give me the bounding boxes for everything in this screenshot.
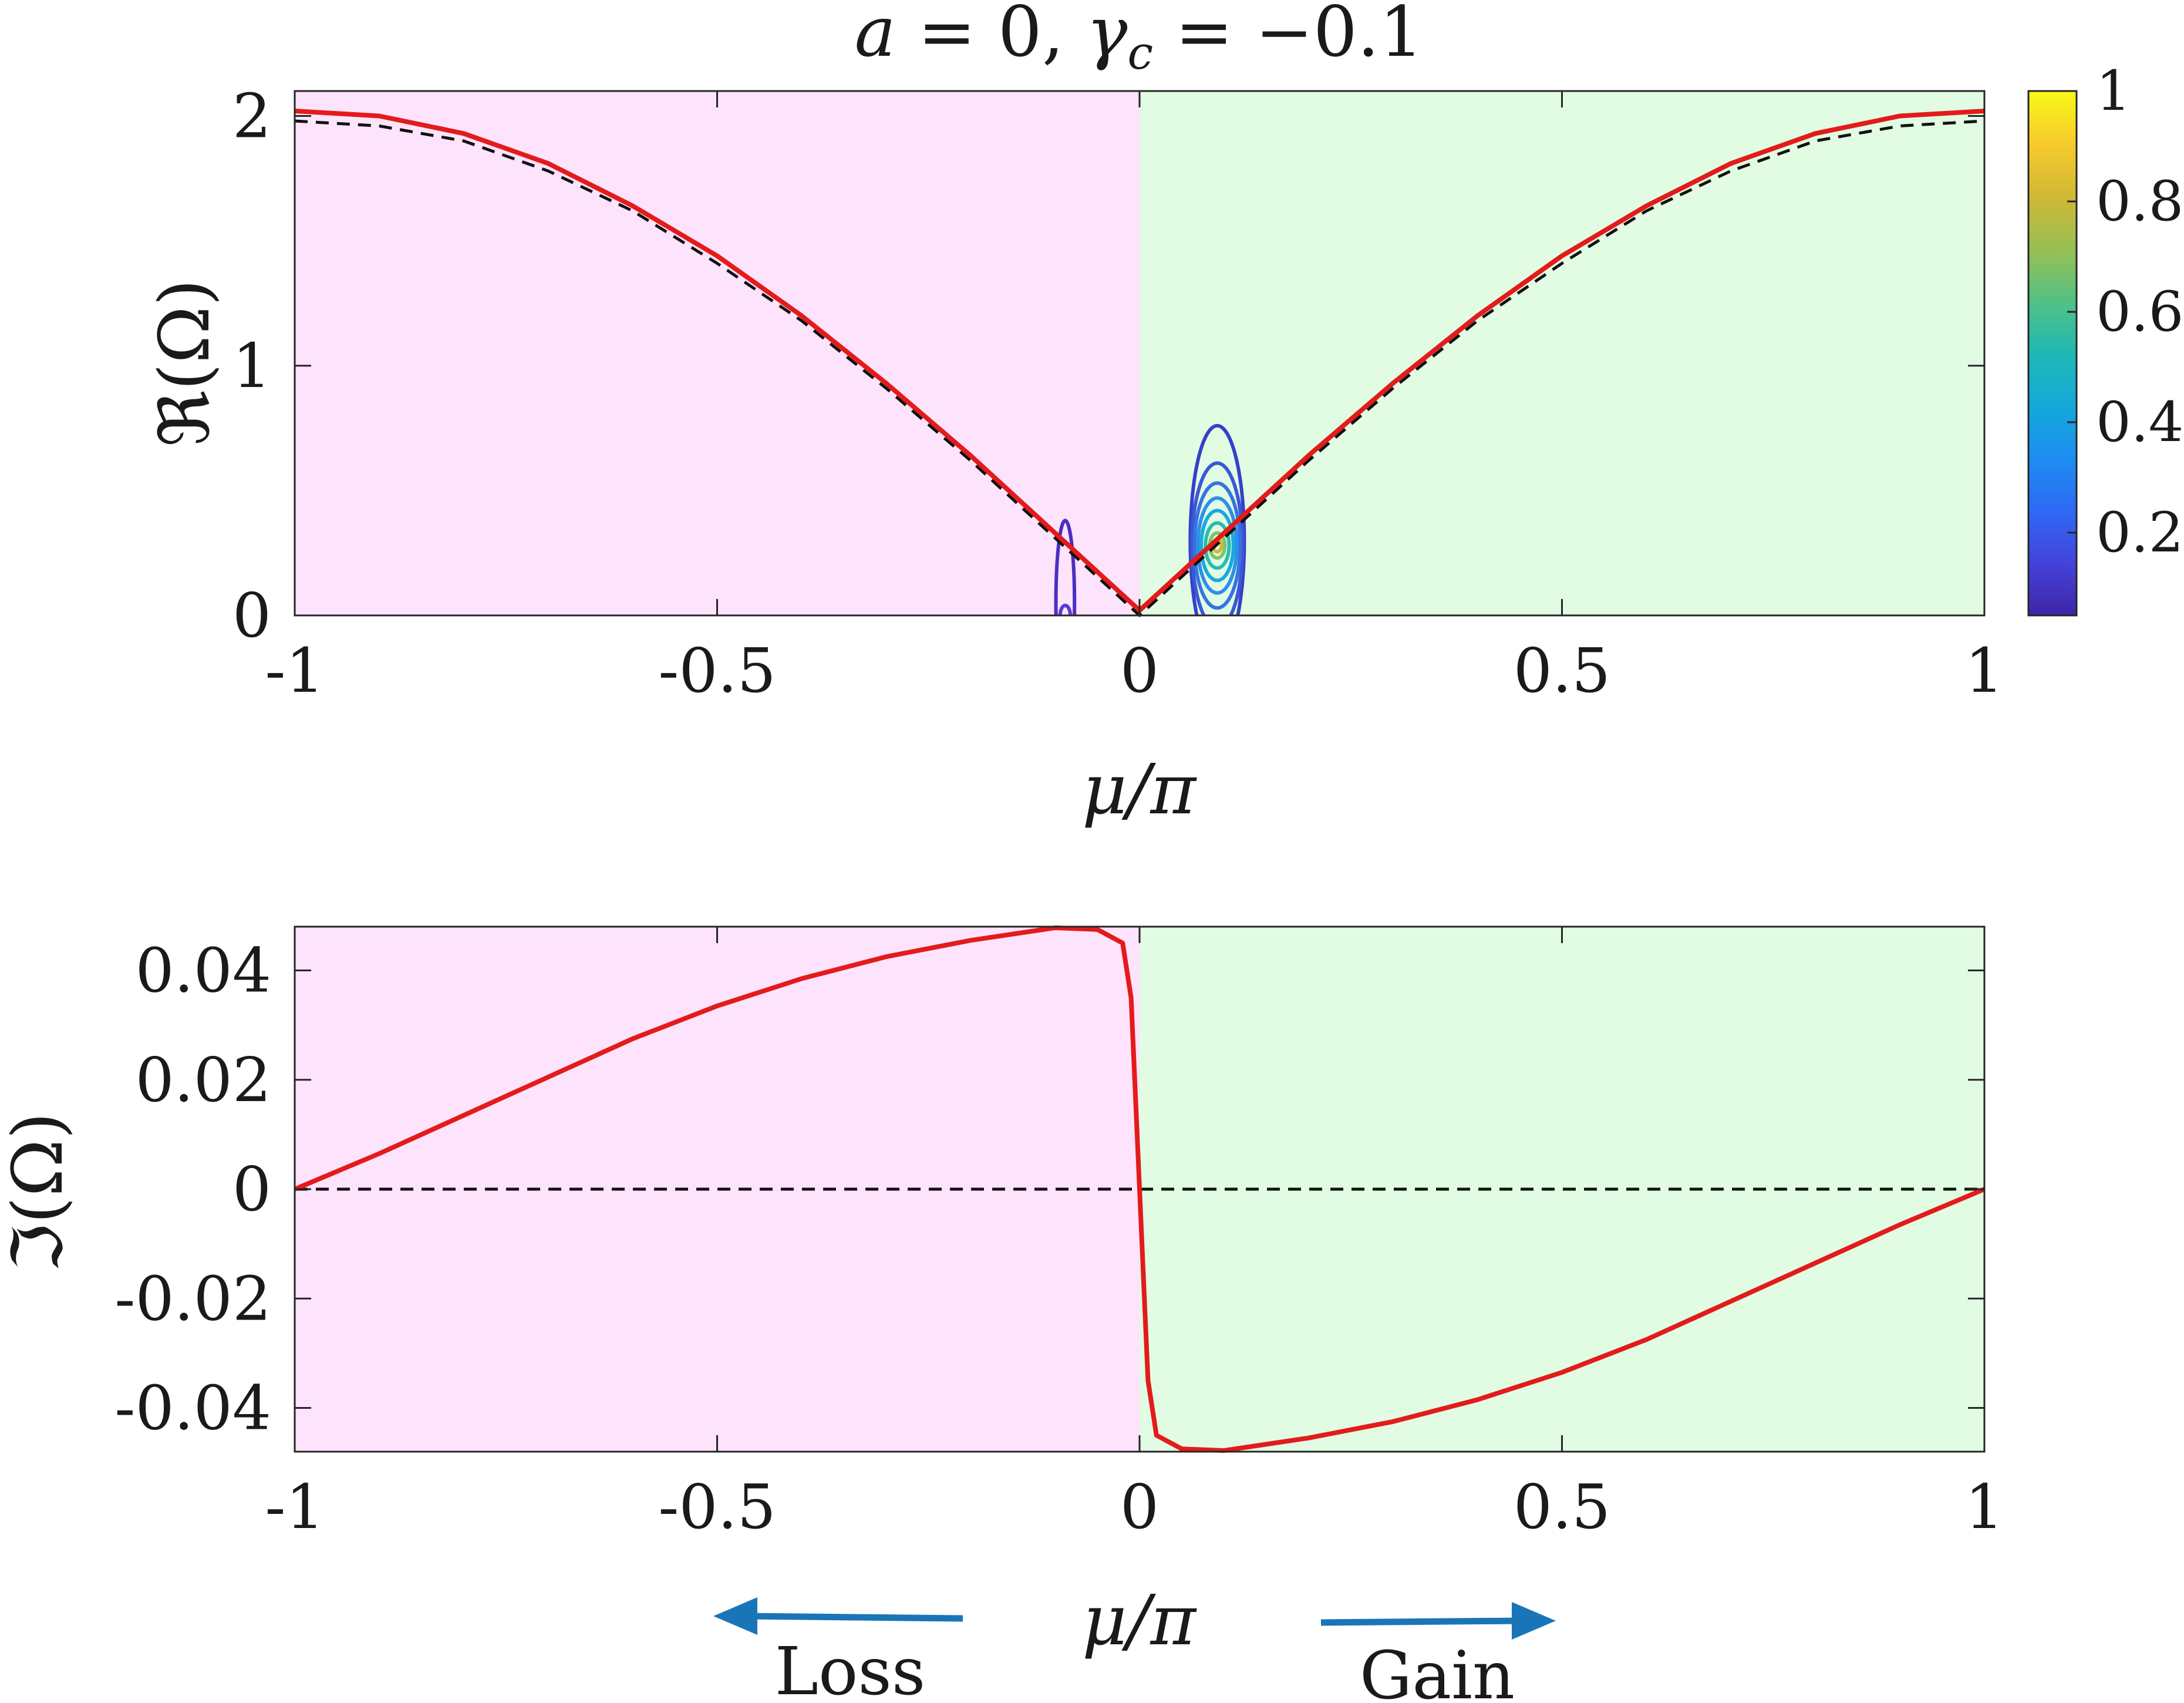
x-tick-label: 0 [1120, 1471, 1159, 1543]
eigenvalue-curve [294, 925, 1986, 1453]
bottom-series [294, 925, 1986, 1453]
colorbar-tick-label: 0.4 [2096, 391, 2184, 455]
gain-region-top [1140, 91, 1984, 615]
loss-arrow-icon [745, 1613, 963, 1622]
colorbar-ticks: 0.2 0.4 0.6 0.8 1 [2067, 59, 2184, 565]
top-x-axis-label: μ/π [1082, 749, 1197, 830]
bottom-panel: -1 -0.5 0 0.5 1 -0.04 -0.02 0 0.02 0.04 μ/π ℑ(Ω) [0, 925, 2004, 1661]
chart-title: a = 0, γc = −0.1 [855, 0, 1424, 80]
x-tick-label: 0.5 [1514, 1471, 1610, 1543]
gain-arrowhead-icon [1512, 1602, 1556, 1640]
x-tick-label: -0.5 [658, 1471, 776, 1543]
contour-line [1190, 461, 1245, 615]
y-tick-label: 0.02 [135, 1044, 271, 1116]
top-ticks: -1 -0.5 0 0.5 1 0 1 2 [232, 80, 2004, 706]
contour-line [1058, 603, 1072, 615]
loss-arrowhead-icon [713, 1597, 757, 1635]
colorbar-tick-label: 0.2 [2096, 501, 2184, 565]
loss-region-top [295, 91, 1140, 615]
x-tick-label: -0.5 [658, 635, 776, 706]
x-tick-label: -1 [265, 1471, 324, 1543]
x-tick-label: -1 [265, 635, 324, 706]
loss-label: Loss [775, 1634, 926, 1703]
x-tick-label: 0 [1120, 635, 1159, 706]
top-y-axis-label: ℜ(Ω) [144, 279, 225, 447]
bottom-x-axis-label: μ/π [1082, 1580, 1197, 1661]
contour-line [1192, 481, 1242, 610]
colorbar-tick-label: 1 [2096, 59, 2131, 123]
y-tick-label: -0.02 [114, 1263, 271, 1334]
bottom-y-axis-label: ℑ(Ω) [0, 1112, 78, 1272]
y-tick-label: -0.04 [114, 1372, 271, 1444]
colorbar-tick-label: 0.6 [2096, 280, 2184, 344]
top-panel: -1 -0.5 0 0.5 1 0 1 2 a = 0, γc = −0.1 μ/π ℜ(Ω) [144, 0, 2004, 830]
y-tick-label: 0 [232, 1153, 271, 1225]
colorbar-gradient [2027, 90, 2078, 617]
contour-line [1199, 509, 1235, 583]
bottom-ticks: -1 -0.5 0 0.5 1 -0.04 -0.02 0 0.02 0.04 [114, 927, 2004, 1543]
y-tick-label: 2 [232, 80, 271, 152]
colorbar-tick-label: 0.8 [2096, 170, 2184, 234]
contour-lines [1054, 423, 1246, 615]
annotations: Loss Gain [713, 1597, 1556, 1703]
y-tick-label: 1 [232, 330, 271, 402]
gain-arrow-icon [1320, 1617, 1521, 1626]
contour-line [1196, 496, 1239, 595]
colorbar: 0.2 0.4 0.6 0.8 1 [2027, 59, 2184, 617]
contour-line [1204, 521, 1231, 570]
gain-label: Gain [1360, 1638, 1515, 1703]
y-tick-label: 0 [232, 580, 271, 651]
contour-line [1054, 519, 1077, 615]
x-tick-label: 0.5 [1514, 635, 1610, 706]
x-tick-label: 1 [1965, 635, 2004, 706]
x-tick-label: 1 [1965, 1471, 2004, 1543]
y-tick-label: 0.04 [135, 935, 271, 1007]
